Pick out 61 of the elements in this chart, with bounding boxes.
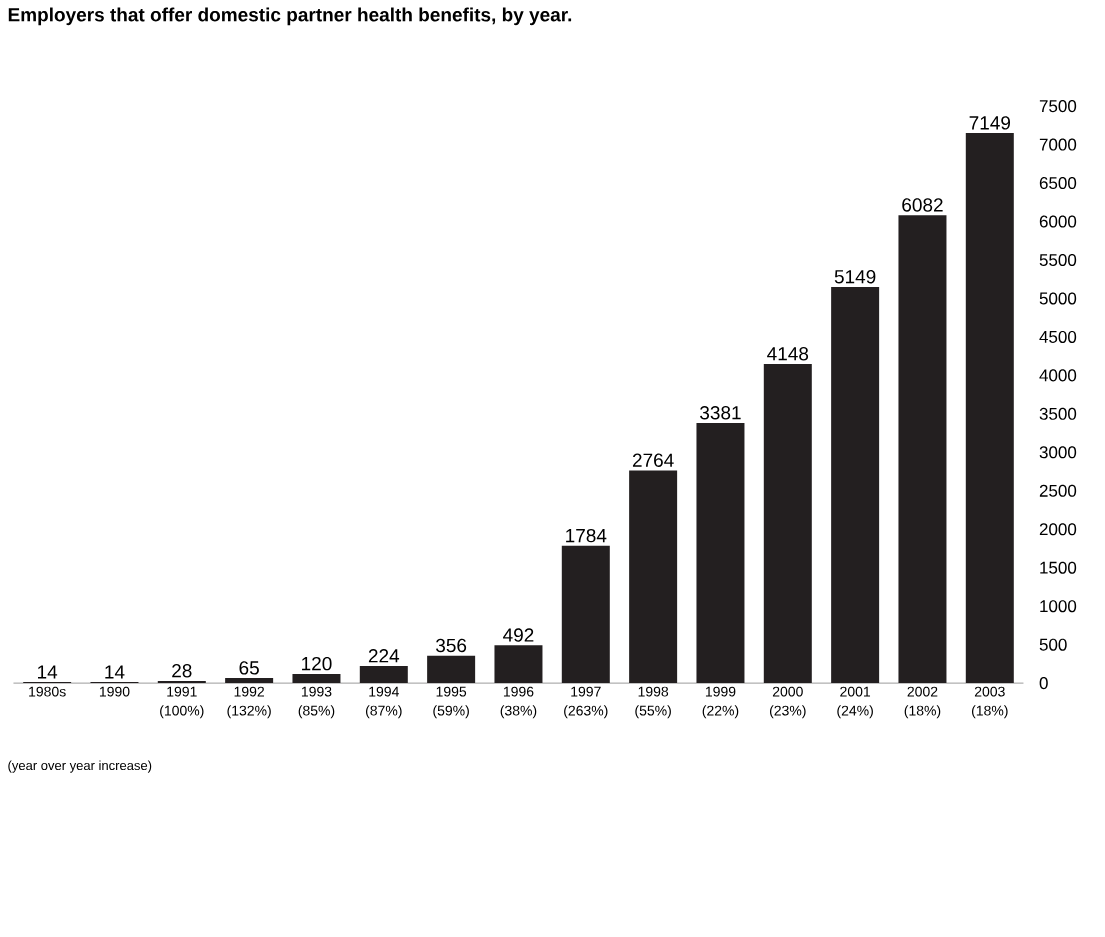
y-tick-label: 2000 xyxy=(1039,523,1077,536)
y-tick-label: 3000 xyxy=(1039,446,1077,459)
y-tick-label: 500 xyxy=(1039,638,1067,651)
bar xyxy=(292,673,341,684)
data-label: 7149 xyxy=(969,116,1011,130)
x-tick-label: 1994 (87%) xyxy=(365,686,402,719)
data-label: 65 xyxy=(239,661,259,675)
x-tick-label: 1995 (59%) xyxy=(433,686,469,719)
data-label: 356 xyxy=(436,638,467,653)
data-label: 2764 xyxy=(632,453,674,467)
y-tick-label: 5000 xyxy=(1039,292,1077,305)
x-tick-label: 1980s xyxy=(29,686,66,697)
data-label: 14 xyxy=(105,665,125,679)
y-tick-label: 4000 xyxy=(1039,369,1077,382)
x-tick-label: 2002 (18%) xyxy=(904,686,941,719)
y-tick-label: 5500 xyxy=(1039,253,1077,267)
y-tick-label: 2500 xyxy=(1039,484,1077,497)
data-label: 120 xyxy=(302,656,332,671)
data-label: 14 xyxy=(38,665,58,679)
x-tick-label: 1998 (55%) xyxy=(635,686,671,719)
y-tick-label: 7500 xyxy=(1039,100,1077,113)
bar xyxy=(898,215,947,684)
data-label: 28 xyxy=(172,663,192,678)
y-tick-label: 3500 xyxy=(1039,407,1077,420)
bar xyxy=(225,678,274,684)
x-tick-label: 2003 (18%) xyxy=(971,686,1008,719)
data-label: 492 xyxy=(503,628,534,642)
x-tick-label: 2000 (23%) xyxy=(769,686,806,719)
y-tick-label: 0 xyxy=(1039,677,1048,690)
y-tick-label: 6500 xyxy=(1039,177,1077,190)
x-tick-label: 1997 (263%) xyxy=(564,686,608,719)
bar xyxy=(831,286,880,684)
y-tick-label: 6000 xyxy=(1039,215,1077,228)
x-tick-label: 1999 (22%) xyxy=(702,686,739,719)
bar xyxy=(427,655,476,684)
y-tick-label: 7000 xyxy=(1039,138,1077,151)
x-tick-label: 1996 (38%) xyxy=(500,686,537,719)
text: (year over year increase) xyxy=(8,760,152,773)
bar xyxy=(359,665,408,684)
data-label: 5149 xyxy=(834,270,876,284)
bar xyxy=(157,680,206,684)
bar xyxy=(494,645,543,684)
bar xyxy=(763,364,812,684)
data-label: 1784 xyxy=(566,528,607,543)
x-tick-label: 2001 (24%) xyxy=(837,686,873,719)
x-tick-label: 1992 (132%) xyxy=(227,686,271,719)
bar xyxy=(561,545,610,684)
data-label: 6082 xyxy=(902,198,943,212)
x-tick-label: 1990 xyxy=(99,686,130,697)
bar xyxy=(965,133,1014,684)
data-label: 4148 xyxy=(767,347,809,361)
y-tick-label: 1500 xyxy=(1040,561,1077,574)
y-tick-label: 1000 xyxy=(1040,600,1077,613)
chart-title: Employers that offer domestic partner health benefits, by year. xyxy=(8,7,572,26)
bar xyxy=(696,423,745,684)
y-tick-label: 4500 xyxy=(1039,330,1077,343)
x-tick-label: 1991 (100%) xyxy=(160,686,204,719)
bar xyxy=(629,470,678,684)
x-tick-label: 1993 (85%) xyxy=(298,686,335,719)
data-label: 3381 xyxy=(700,406,741,420)
data-label: 224 xyxy=(368,649,400,663)
